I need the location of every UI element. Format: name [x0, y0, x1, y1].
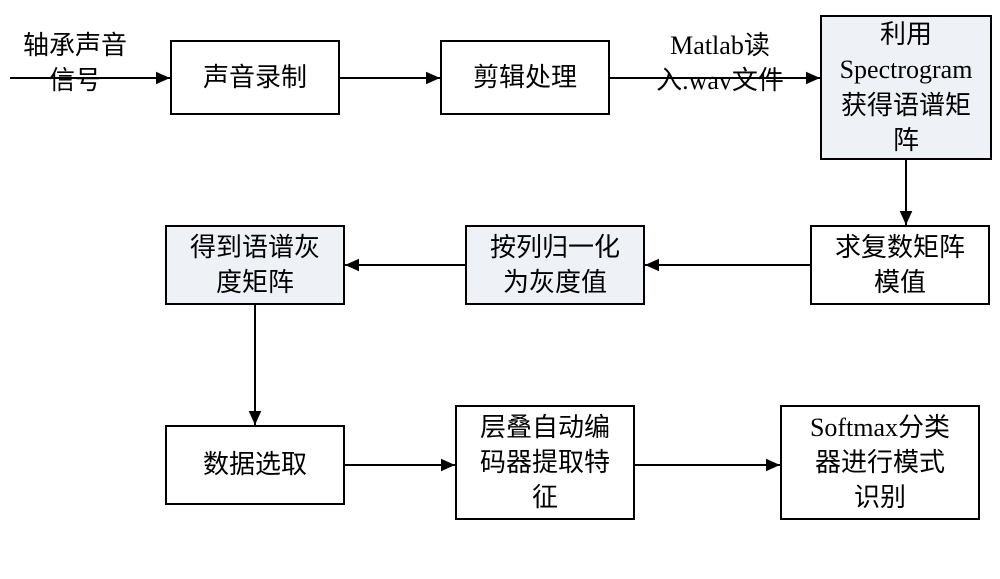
node-modulus: 求复数矩阵模值 — [810, 225, 990, 305]
node-normalize-text: 按列归一化为灰度值 — [490, 230, 620, 300]
node-normalize: 按列归一化为灰度值 — [465, 225, 645, 305]
node-record-text: 声音录制 — [203, 60, 307, 95]
node-autoencoder: 层叠自动编码器提取特征 — [455, 405, 635, 520]
node-record: 声音录制 — [170, 40, 340, 115]
flowchart-canvas: 轴承声音信号 Matlab读入.wav文件 声音录制 剪辑处理 利用Spectr… — [0, 0, 1000, 579]
node-spectrogram-text: 利用Spectrogram获得语谱矩阵 — [840, 17, 973, 157]
node-edit-text: 剪辑处理 — [473, 60, 577, 95]
label-matlab-text: Matlab读入.wav文件 — [656, 31, 784, 95]
node-softmax: Softmax分类器进行模式识别 — [780, 405, 980, 520]
label-input-signal: 轴承声音信号 — [10, 28, 140, 98]
node-softmax-text: Softmax分类器进行模式识别 — [810, 410, 950, 515]
node-modulus-text: 求复数矩阵模值 — [835, 230, 965, 300]
node-spectrogram: 利用Spectrogram获得语谱矩阵 — [820, 15, 992, 160]
node-data-select: 数据选取 — [165, 425, 345, 505]
node-gray-matrix: 得到语谱灰度矩阵 — [165, 225, 345, 305]
node-gray-matrix-text: 得到语谱灰度矩阵 — [190, 230, 320, 300]
node-autoencoder-text: 层叠自动编码器提取特征 — [480, 410, 610, 515]
label-matlab: Matlab读入.wav文件 — [640, 28, 800, 98]
label-input-text: 轴承声音信号 — [23, 31, 127, 95]
node-edit: 剪辑处理 — [440, 40, 610, 115]
node-data-select-text: 数据选取 — [203, 447, 307, 482]
